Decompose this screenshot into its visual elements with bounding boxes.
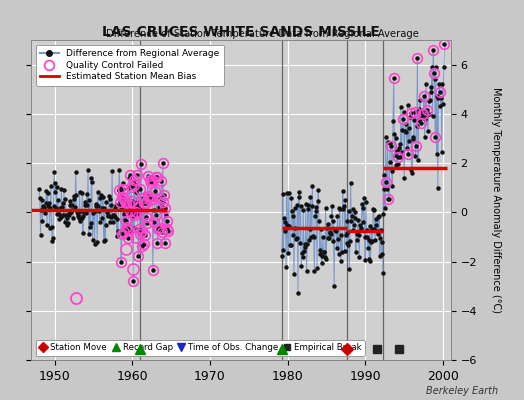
Y-axis label: Monthly Temperature Anomaly Difference (°C): Monthly Temperature Anomaly Difference (…	[491, 87, 501, 313]
Text: Difference of Station Temperature Data from Regional Average: Difference of Station Temperature Data f…	[105, 29, 419, 39]
Title: LAS CRUCES WHITE SANDS MISSILE: LAS CRUCES WHITE SANDS MISSILE	[102, 25, 380, 39]
Legend: Station Move, Record Gap, Time of Obs. Change, Empirical Break: Station Move, Record Gap, Time of Obs. C…	[36, 340, 365, 356]
Text: Berkeley Earth: Berkeley Earth	[425, 386, 498, 396]
